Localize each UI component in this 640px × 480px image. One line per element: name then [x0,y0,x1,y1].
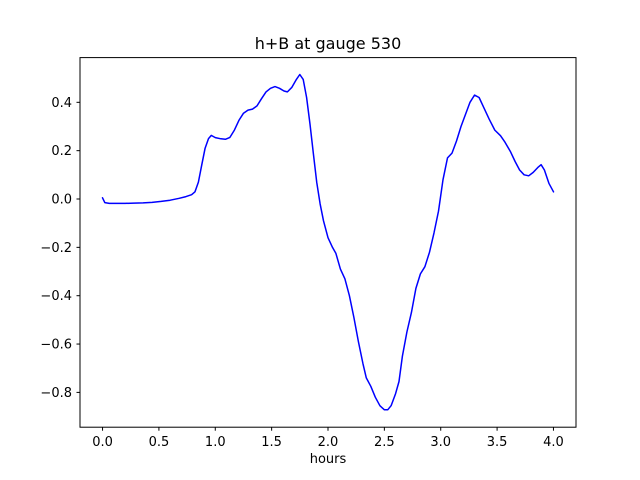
y-tick-label: −0.6 [40,338,72,353]
x-tick-label: 0.0 [92,435,113,450]
x-tick-label: 3.0 [430,435,451,450]
x-tick-label: 0.5 [149,435,170,450]
x-tick-label: 2.0 [318,435,339,450]
y-tick-label: 0.0 [51,193,72,208]
x-axis-label: hours [309,452,347,467]
y-tick-label: −0.4 [40,289,72,304]
y-tick-label: 0.4 [51,96,72,111]
x-tick-label: 3.5 [487,435,508,450]
axes-frame [79,57,577,428]
x-tick-label: 4.0 [543,435,564,450]
chart-title: h+B at gauge 530 [254,34,402,53]
y-tick-label: −0.2 [40,241,72,256]
y-tick-label: −0.8 [40,386,72,401]
x-tick-label: 2.5 [374,435,395,450]
x-tick-label: 1.0 [205,435,226,450]
y-tick-label: 0.2 [51,144,72,159]
data-line [101,73,555,411]
x-tick-label: 1.5 [261,435,282,450]
